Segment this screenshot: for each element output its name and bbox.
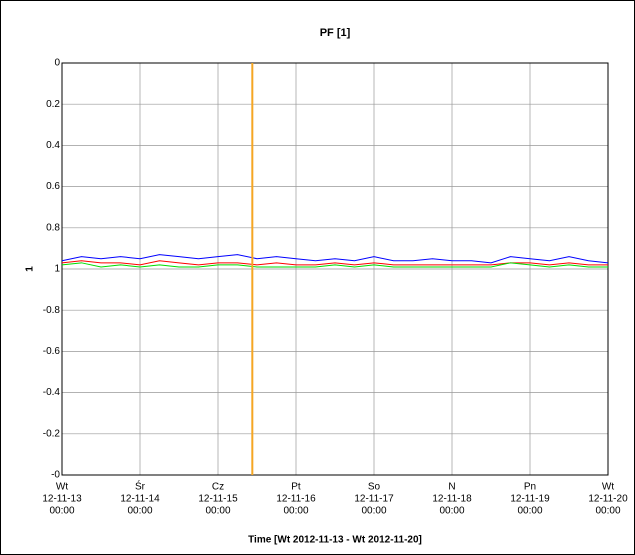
x-tick-label: So [368, 482, 381, 493]
y-tick-label: -0.8 [43, 305, 61, 316]
y-tick-label: 1 [54, 264, 60, 275]
x-axis-label: Time [Wt 2012-11-13 - Wt 2012-11-20] [248, 535, 422, 546]
x-tick-label: 12-11-18 [432, 494, 472, 505]
x-tick-label: Wt [56, 482, 68, 493]
x-tick-label: 12-11-16 [276, 494, 316, 505]
y-tick-label: -0.2 [43, 428, 61, 439]
y-tick-label: -0 [51, 470, 60, 481]
x-tick-label: N [448, 482, 455, 493]
y-axis-label: 1 [25, 266, 36, 272]
x-tick-label: Śr [135, 480, 146, 493]
x-tick-label: 00:00 [439, 506, 464, 517]
x-tick-label: Pn [524, 482, 536, 493]
x-tick-label: 12-11-17 [354, 494, 394, 505]
x-tick-label: Wt [602, 482, 614, 493]
x-tick-label: 00:00 [517, 506, 542, 517]
y-tick-label: 0.6 [46, 181, 60, 192]
x-tick-label: Cz [212, 482, 224, 493]
series-line [61, 262, 608, 268]
x-tick-label: 12-11-14 [120, 494, 160, 505]
x-tick-label: 00:00 [205, 506, 230, 517]
x-tick-label: 00:00 [361, 506, 386, 517]
x-tick-label: 12-11-20 [588, 494, 628, 505]
x-tick-label: Pt [291, 482, 301, 493]
series-line [61, 254, 609, 264]
x-tick-label: 12-11-13 [42, 494, 82, 505]
y-tick-label: 0.4 [46, 140, 60, 151]
y-tick-label: -0.6 [43, 346, 61, 357]
x-tick-label: 00:00 [283, 506, 308, 517]
x-tick-label: 00:00 [49, 506, 74, 517]
series-line [61, 260, 608, 266]
chart-title: PF [1] [320, 27, 351, 39]
y-tick-label: -0.4 [43, 387, 61, 398]
y-tick-label: 0.2 [46, 99, 60, 110]
y-tick-label: 0 [54, 58, 60, 69]
x-tick-label: 00:00 [127, 506, 152, 517]
x-tick-label: 00:00 [595, 506, 620, 517]
y-tick-label: 0.8 [46, 222, 60, 233]
x-tick-label: 12-11-19 [510, 494, 550, 505]
plot-border [61, 62, 609, 476]
x-tick-label: 12-11-15 [198, 494, 238, 505]
